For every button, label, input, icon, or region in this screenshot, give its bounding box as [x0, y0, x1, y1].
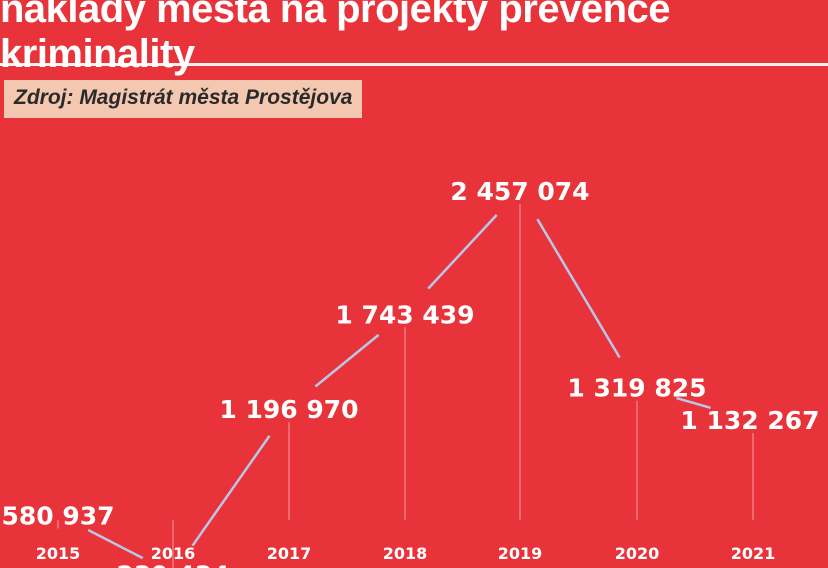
connector-2016-2017: [191, 435, 271, 547]
year-label-2015: 2015: [36, 544, 81, 563]
value-label-2016: 239 434: [116, 561, 229, 568]
connector-2015-2016: [87, 528, 144, 560]
drop-lines: [57, 204, 754, 568]
source-label: Zdroj: Magistrát města Prostějova: [4, 80, 363, 118]
value-labels: 580 937 239 434 1 196 970 1 743 439 2 457 07…: [1, 177, 819, 568]
connector-2018-2019: [427, 214, 498, 290]
year-label-2017: 2017: [267, 544, 312, 563]
year-label-2020: 2020: [615, 544, 660, 563]
title-bar: náklady města na projekty prevence krimi…: [0, 0, 828, 76]
year-label-2019: 2019: [498, 544, 543, 563]
year-label-2021: 2021: [731, 544, 776, 563]
value-label-2019: 2 457 074: [450, 177, 589, 206]
connector-2017-2018: [314, 333, 380, 388]
value-label-2017: 1 196 970: [219, 395, 358, 424]
value-label-2018: 1 743 439: [335, 300, 474, 329]
connector-2019-2020: [536, 218, 621, 359]
value-label-2015: 580 937: [1, 502, 114, 531]
year-labels: 2015 2016 2017 2018 2019 2020 2021: [36, 544, 776, 563]
year-label-2016: 2016: [151, 544, 196, 563]
value-label-2021: 1 132 267: [680, 406, 819, 435]
connector-2020-2021: [676, 396, 711, 410]
chart-title: náklady města na projekty prevence krimi…: [0, 0, 671, 76]
value-label-2020: 1 319 825: [567, 374, 706, 403]
year-label-2018: 2018: [383, 544, 428, 563]
connector-lines: [87, 214, 711, 560]
